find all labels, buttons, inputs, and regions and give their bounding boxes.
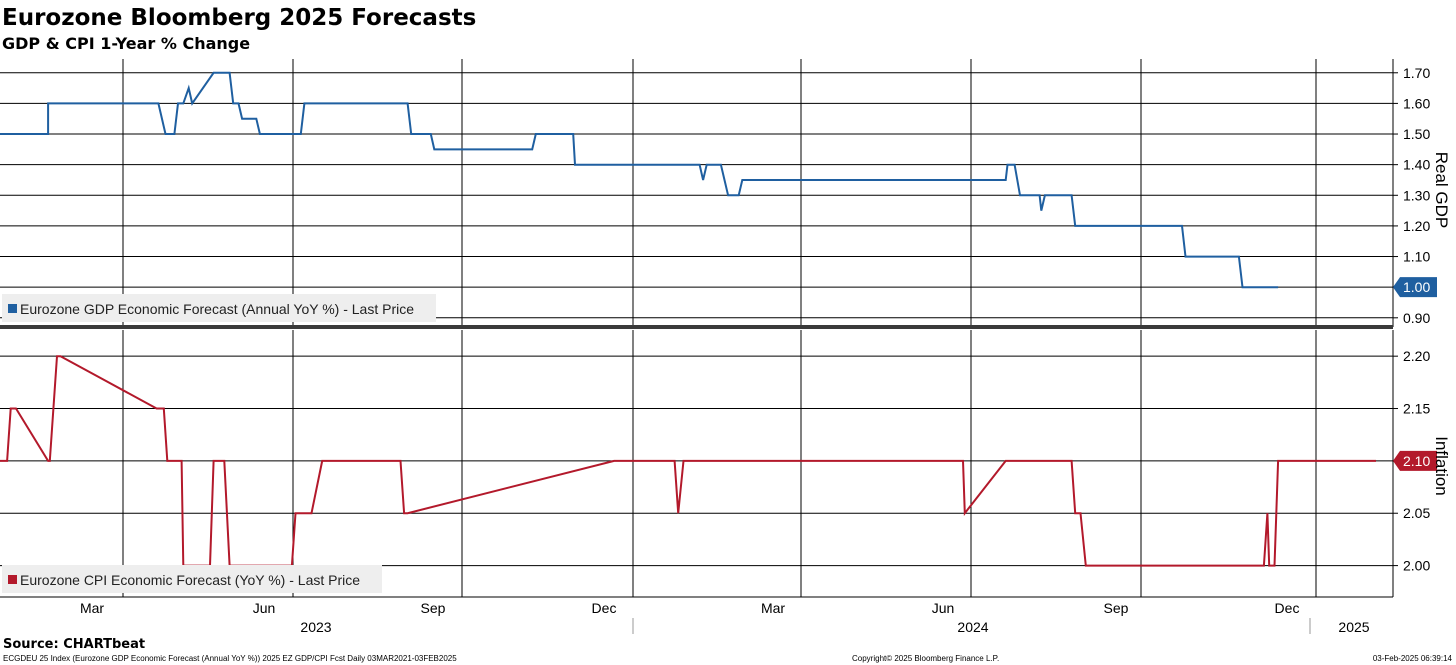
x-axis: Mar Jun Sep Dec Mar Jun Sep Dec 2023 2024 2025	[0, 596, 1393, 635]
panel-gdp: 0.901.001.101.201.301.401.501.601.701.00…	[0, 59, 1451, 327]
y-axis-title: Inflation	[1432, 436, 1451, 496]
y-tick-label: 1.50	[1403, 126, 1430, 142]
last-price-badge	[1393, 277, 1437, 298]
x-tick-label: Sep	[421, 600, 446, 616]
y-axis-title: Real GDP	[1432, 152, 1451, 229]
y-tick-label: 2.00	[1403, 558, 1430, 574]
x-tick-label: Sep	[1104, 600, 1129, 616]
legend-label: Eurozone CPI Economic Forecast (YoY %) -…	[20, 572, 360, 588]
source-note: Source: CHARTbeat	[3, 637, 145, 652]
chart-panels: 0.901.001.101.201.301.401.501.601.701.00…	[0, 59, 1451, 597]
y-tick-label: 0.90	[1403, 310, 1430, 326]
footer-timestamp: 03-Feb-2025 06:39:14	[1373, 654, 1453, 663]
y-tick-label: 1.20	[1403, 218, 1430, 234]
y-tick-label: 2.15	[1403, 401, 1430, 417]
y-tick-label: 1.70	[1403, 65, 1430, 81]
x-year-label: 2024	[957, 619, 988, 635]
panel-divider	[0, 325, 1393, 329]
legend-label: Eurozone GDP Economic Forecast (Annual Y…	[20, 301, 414, 317]
x-tick-label: Mar	[761, 600, 785, 616]
chart-title: Eurozone Bloomberg 2025 Forecasts	[2, 5, 476, 31]
y-tick-label: 2.20	[1403, 348, 1430, 364]
x-tick-label: Jun	[932, 600, 955, 616]
legend-swatch	[8, 575, 17, 584]
last-price-badge	[1393, 450, 1437, 471]
series-line	[0, 71, 1279, 289]
y-tick-label: 1.40	[1403, 157, 1430, 173]
legend-box	[2, 294, 436, 322]
x-tick-label: Mar	[80, 600, 104, 616]
y-tick-label: 1.30	[1403, 187, 1430, 203]
chart-subtitle: GDP & CPI 1-Year % Change	[2, 34, 250, 53]
last-price-label: 2.10	[1403, 453, 1430, 469]
y-tick-label: 1.10	[1403, 249, 1430, 265]
series-line	[0, 355, 1376, 567]
x-tick-label: Jun	[253, 600, 276, 616]
x-year-label: 2023	[300, 619, 331, 635]
legend-swatch	[8, 304, 17, 313]
last-price-label: 1.00	[1403, 279, 1430, 295]
x-year-label: 2025	[1338, 619, 1369, 635]
x-tick-label: Dec	[1275, 600, 1300, 616]
footer-copyright: Copyright© 2025 Bloomberg Finance L.P.	[852, 654, 999, 663]
x-tick-label: Dec	[592, 600, 617, 616]
y-tick-label: 2.05	[1403, 505, 1430, 521]
legend-box	[2, 565, 382, 593]
footer-left: ECGDEU 25 Index (Eurozone GDP Economic F…	[3, 654, 457, 663]
y-tick-label: 1.60	[1403, 95, 1430, 111]
